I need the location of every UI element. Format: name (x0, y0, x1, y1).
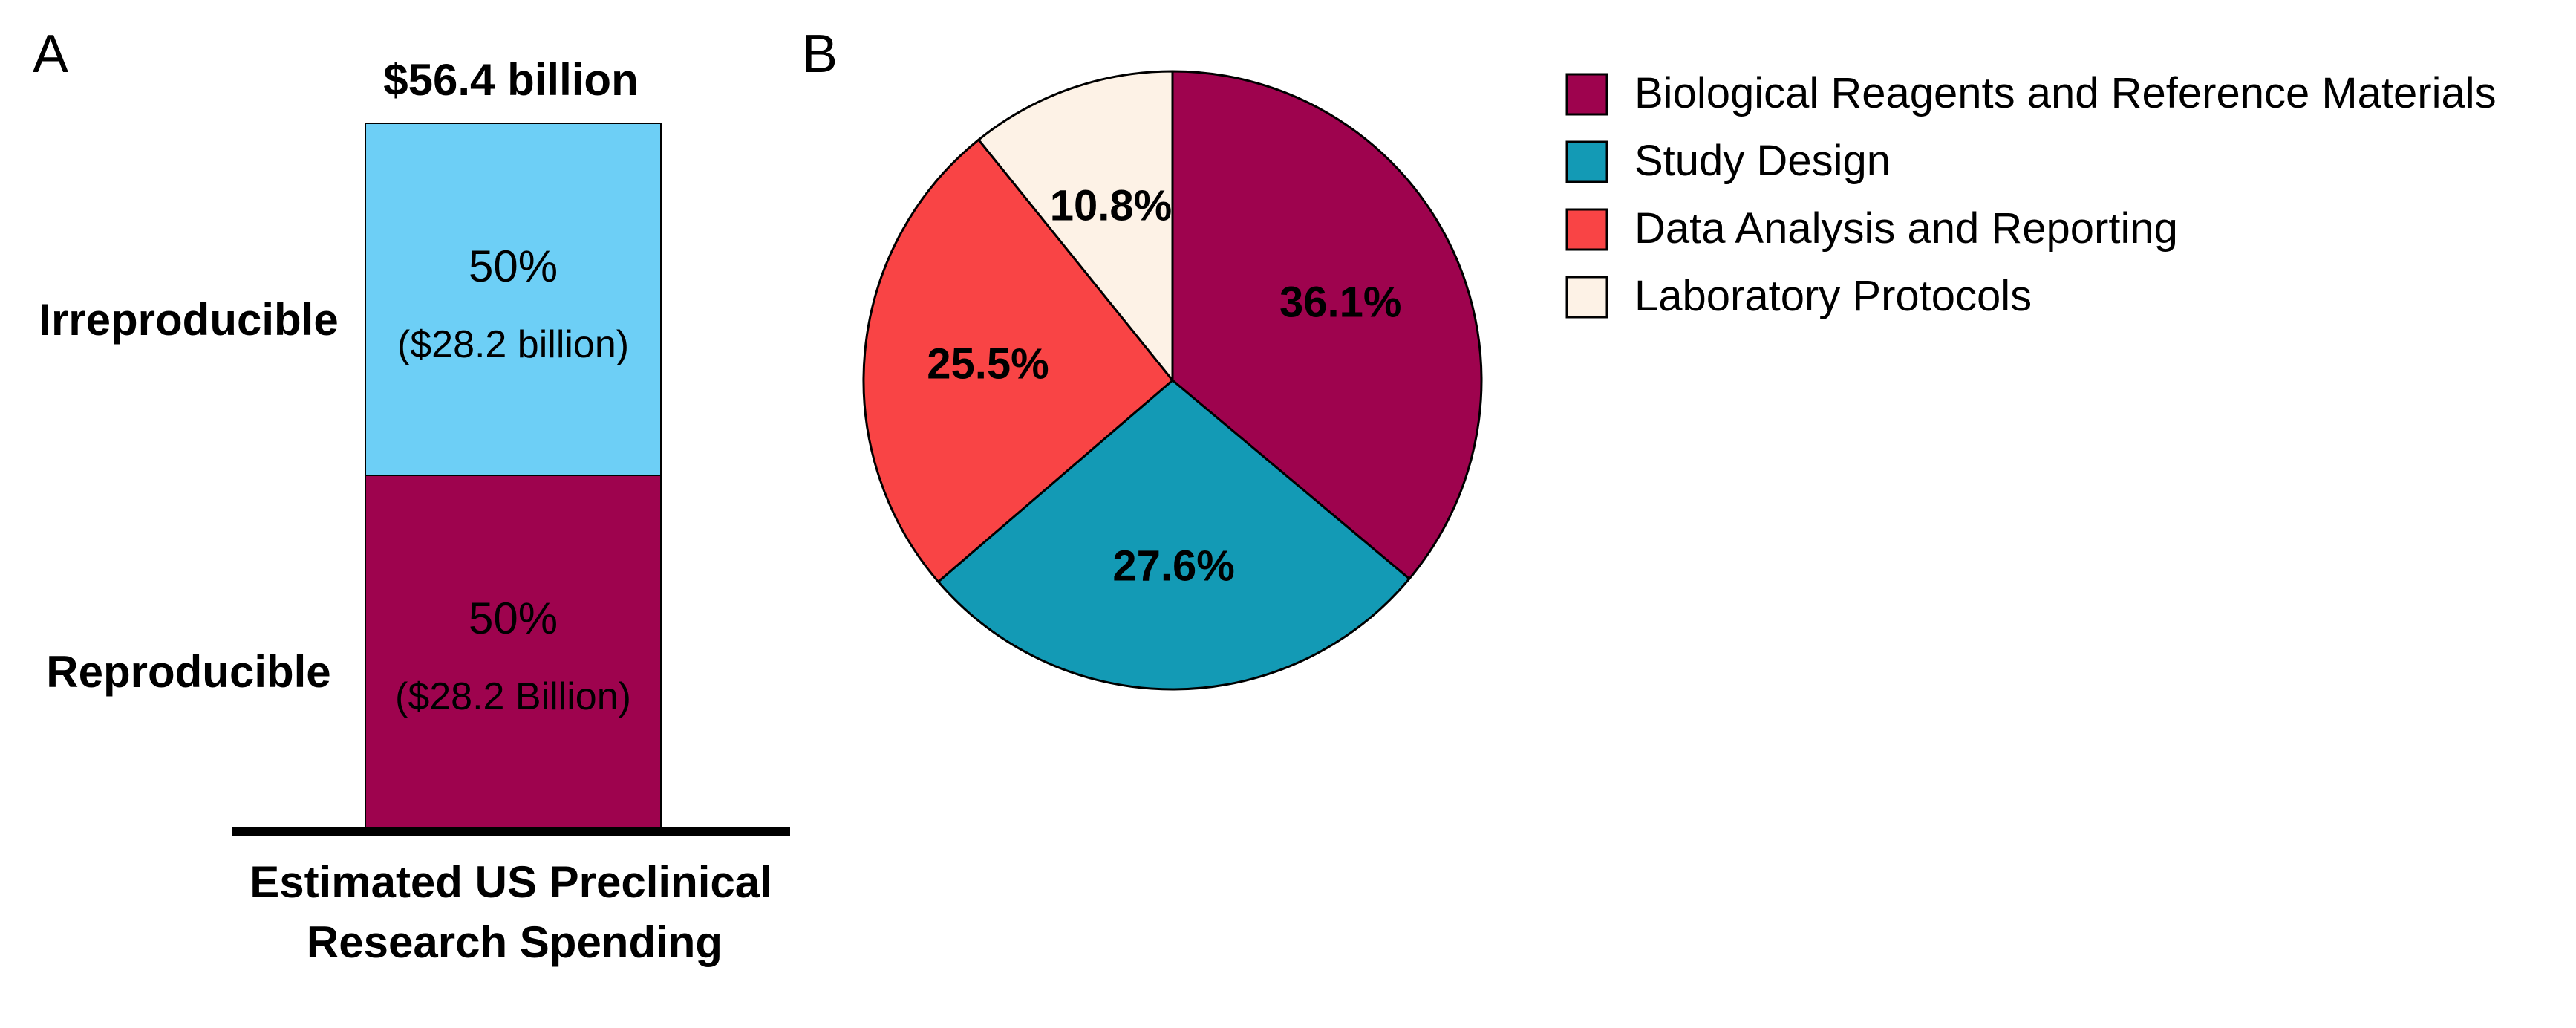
legend-item-biological-reagents-and-reference-materials: Biological Reagents and Reference Materi… (1565, 69, 2497, 117)
pie-label-study-design: 27.6% (1112, 542, 1234, 591)
bar-segment-percent-irreproducible: 50% (469, 241, 558, 291)
pie-label-laboratory-protocols: 10.8% (1050, 182, 1172, 230)
panel-label-a: A (33, 25, 68, 84)
legend-label-data-analysis-and-reporting: Data Analysis and Reporting (1634, 204, 2178, 253)
bar-segment-irreproducible (365, 123, 662, 476)
pie-legend: Biological Reagents and Reference Materi… (1565, 69, 2497, 320)
legend-label-laboratory-protocols: Laboratory Protocols (1634, 272, 2032, 320)
legend-item-laboratory-protocols: Laboratory Protocols (1565, 272, 2032, 320)
legend-item-study-design: Study Design (1565, 137, 1891, 185)
pie-label-data-analysis-and-reporting: 25.5% (927, 339, 1049, 388)
bar-segment-reproducible (365, 475, 662, 828)
x-axis-title-line-1: Estimated US Preclinical (250, 857, 772, 907)
legend-label-study-design: Study Design (1634, 137, 1891, 185)
pie-slice-data-analysis-and-reporting (862, 138, 1174, 583)
pie-slice-laboratory-protocols (977, 70, 1174, 382)
x-axis-title-line-2: Research Spending (307, 917, 723, 967)
bar-chart-title: $56.4 billion (383, 55, 638, 105)
pie-chart: 36.1% 27.6% 25.5% 10.8% (862, 70, 1483, 691)
bar-series-label-irreproducible: Irreproducible (39, 295, 338, 345)
legend-swatch-laboratory-protocols (1565, 276, 1608, 319)
x-axis-baseline (232, 827, 790, 836)
bar-segment-percent-reproducible: 50% (469, 593, 558, 643)
pie-label-biological-reagents-and-reference-materials: 36.1% (1279, 278, 1401, 326)
pie-slice-study-design (937, 379, 1411, 691)
legend-swatch-biological-reagents-and-reference-materials (1565, 73, 1608, 116)
legend-label-biological-reagents-and-reference-materials: Biological Reagents and Reference Materi… (1634, 69, 2497, 117)
legend-item-data-analysis-and-reporting: Data Analysis and Reporting (1565, 204, 2178, 253)
panel-label-b: B (802, 25, 838, 84)
bar-segment-amount-reproducible: ($28.2 Billion) (395, 675, 631, 718)
stacked-bar-chart: $56.4 billion Reproducible Irreproducible… (39, 55, 790, 967)
legend-swatch-study-design (1565, 140, 1608, 183)
pie-slice-biological-reagents-and-reference-materials (1171, 70, 1483, 580)
bar-segment-amount-irreproducible: ($28.2 billion) (397, 323, 629, 366)
bar-series-label-reproducible: Reproducible (46, 647, 330, 697)
legend-swatch-data-analysis-and-reporting (1565, 208, 1608, 251)
